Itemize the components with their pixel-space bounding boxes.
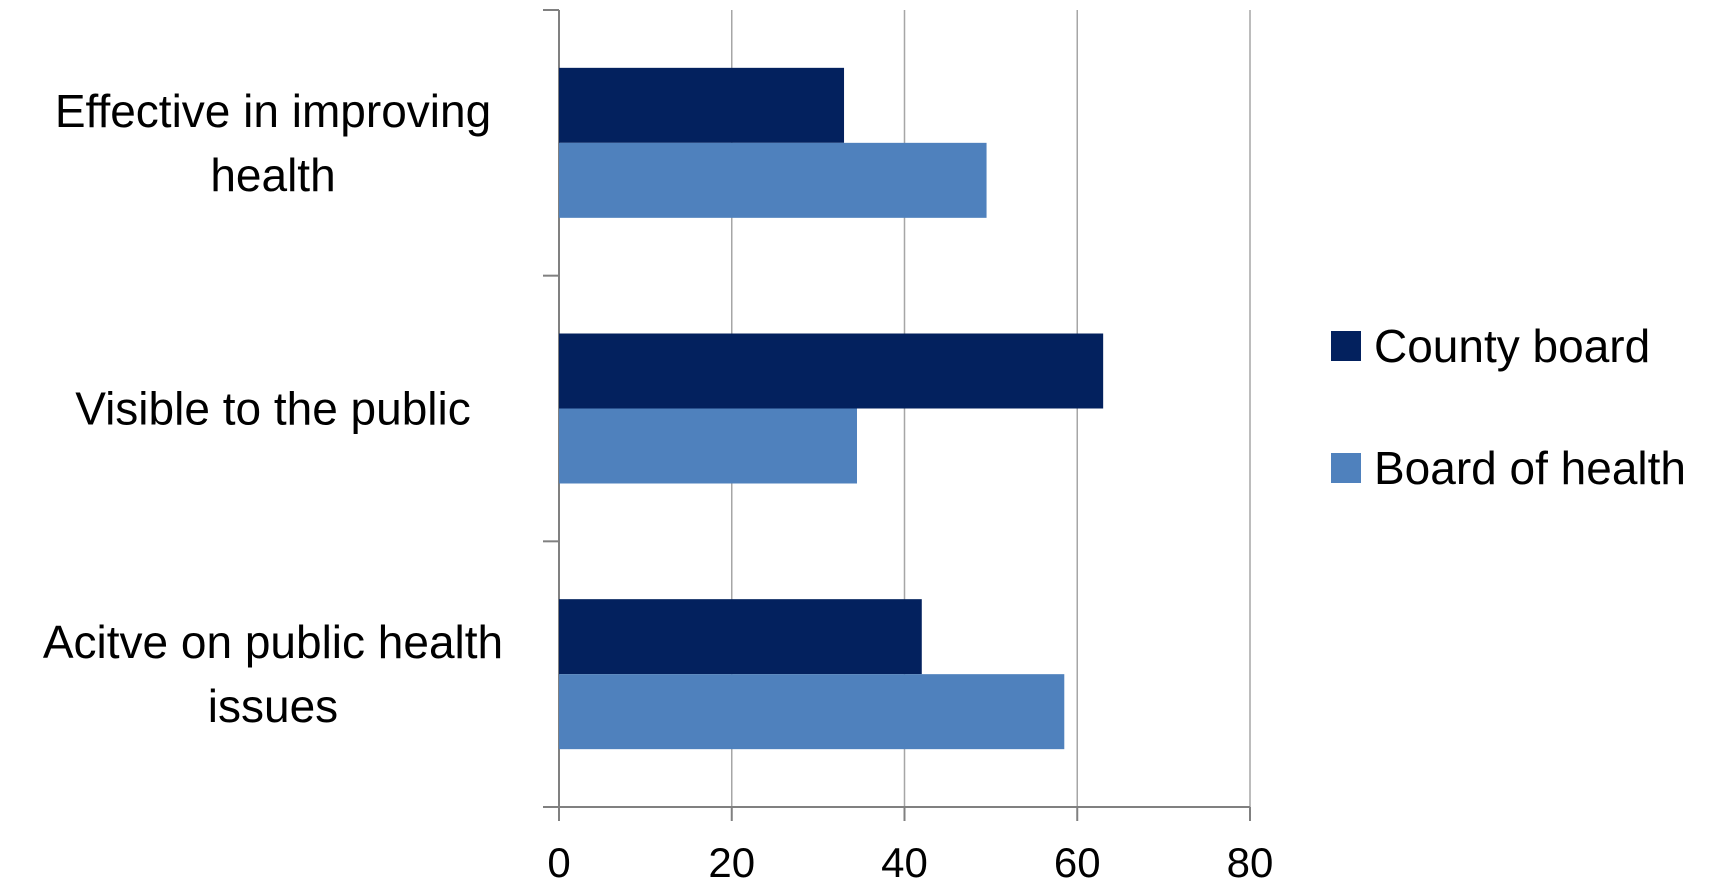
legend-swatch <box>1331 453 1361 483</box>
category-label: Effective in improving <box>55 85 491 137</box>
bar-board-of-health <box>559 408 857 484</box>
category-label: issues <box>208 680 338 732</box>
bar-county-board <box>559 67 845 143</box>
x-tick-label: 40 <box>881 839 928 886</box>
bar-county-board <box>559 599 922 675</box>
x-tick-labels: 0 20 40 60 80 <box>547 807 1273 886</box>
legend: County board Board of health <box>1331 320 1686 494</box>
category-label: health <box>210 149 335 201</box>
legend-label: County board <box>1374 320 1650 372</box>
category-label: Acitve on public health <box>43 616 503 668</box>
category-label: Visible to the public <box>75 383 471 435</box>
bar-board-of-health <box>559 142 987 218</box>
x-tick-label: 60 <box>1054 839 1101 886</box>
legend-swatch <box>1331 331 1361 361</box>
bar-board-of-health <box>559 674 1065 750</box>
bar-county-board <box>559 333 1104 409</box>
legend-label: Board of health <box>1374 442 1686 494</box>
bars <box>559 67 1104 750</box>
category-labels: Effective in improving health Visible to t… <box>43 85 503 732</box>
x-tick-label: 20 <box>708 839 755 886</box>
x-tick-label: 80 <box>1227 839 1274 886</box>
x-tick-label: 0 <box>547 839 570 886</box>
